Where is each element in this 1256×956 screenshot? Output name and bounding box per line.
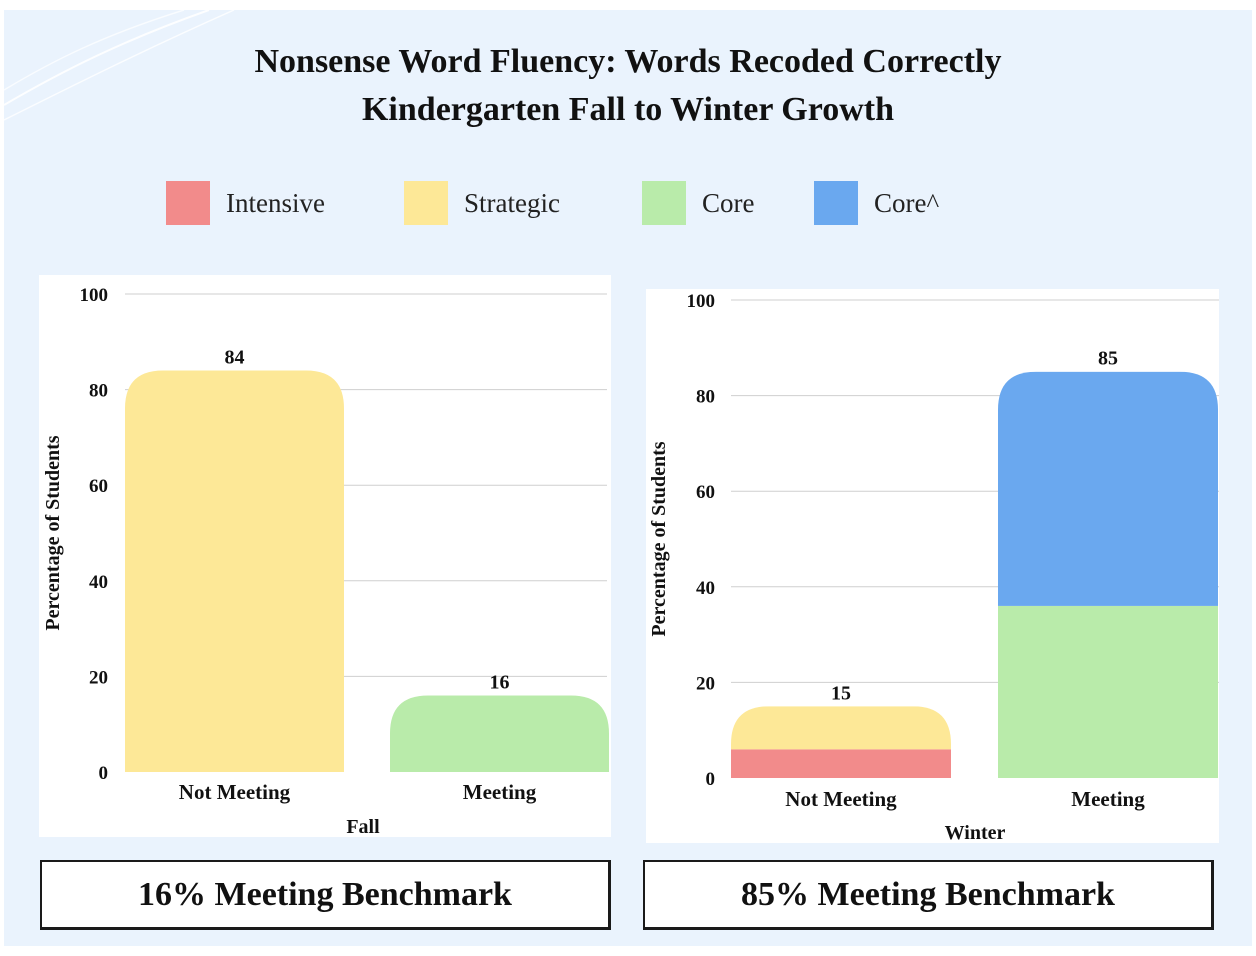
legend-label-strategic: Strategic [464, 187, 560, 218]
winter-y-tick-20: 20 [696, 673, 715, 694]
legend-label-intensive: Intensive [226, 187, 325, 218]
winter-x-axis-title: Winter [945, 822, 1006, 843]
legend-swatch-core-plus [814, 181, 858, 225]
legend-swatch-core [642, 181, 686, 225]
winter-data-label-not-meeting: 15 [831, 682, 851, 704]
winter-y-tick-100: 100 [687, 291, 716, 312]
fall-bar-not-meeting-strategic [125, 370, 344, 772]
chart-title-line1: Nonsense Word Fluency: Words Recoded Cor… [254, 43, 1002, 80]
winter-bar-meeting-core [998, 605, 1218, 778]
winter-data-label-meeting: 85 [1098, 348, 1118, 370]
winter-bar-not-meeting-intensive [731, 749, 951, 778]
winter-y-tick-80: 80 [696, 387, 715, 408]
fall-x-tick-meeting: Meeting [463, 780, 537, 804]
fall-y-tick-40: 40 [89, 572, 108, 593]
infographic-page: Nonsense Word Fluency: Words Recoded Cor… [4, 10, 1252, 946]
legend-item-core-plus: Core^ [814, 181, 939, 225]
winter-bar-meeting [998, 371, 1218, 778]
fall-bar-meeting-core [390, 695, 609, 772]
fall-data-label-not-meeting: 84 [225, 346, 245, 368]
fall-chart-panel: 0 20 40 60 80 100 84 Not Meeting 16 Meeting Fall Pe… [39, 275, 611, 837]
legend-label-core: Core [702, 187, 755, 218]
fall-x-tick-not-meeting: Not Meeting [179, 780, 291, 804]
legend-item-intensive: Intensive [166, 181, 325, 225]
fall-y-axis-title: Percentage of Students [42, 435, 64, 630]
fall-bar-meeting [390, 695, 609, 772]
legend-item-strategic: Strategic [404, 181, 560, 225]
winter-y-tick-60: 60 [696, 482, 715, 503]
chart-title-line2: Kindergarten Fall to Winter Growth [361, 91, 894, 128]
fall-y-tick-60: 60 [89, 476, 108, 497]
winter-y-axis-title: Percentage of Students [648, 441, 670, 636]
decorative-swoosh [4, 10, 235, 121]
legend-item-core: Core [642, 181, 754, 225]
winter-bar-not-meeting-strategic [731, 706, 951, 750]
legend-swatch-intensive [166, 181, 210, 225]
legend-label-core-plus: Core^ [874, 187, 940, 218]
fall-data-label-meeting: 16 [490, 672, 510, 694]
winter-chart: 0 20 40 60 80 100 15 Not Meeting 85 Meeting Winter… [648, 291, 1219, 843]
fall-y-tick-0: 0 [99, 763, 109, 784]
winter-benchmark-text: 85% Meeting Benchmark [741, 875, 1115, 913]
winter-chart-panel: 0 20 40 60 80 100 15 Not Meeting 85 Meeting Winter… [646, 289, 1219, 843]
winter-x-tick-not-meeting: Not Meeting [785, 787, 897, 811]
fall-y-tick-80: 80 [89, 381, 108, 402]
fall-y-tick-20: 20 [89, 667, 108, 688]
winter-x-tick-meeting: Meeting [1071, 787, 1145, 811]
fall-benchmark-text: 16% Meeting Benchmark [138, 875, 512, 913]
fall-x-axis-title: Fall [346, 816, 380, 837]
fall-benchmark-box: 16% Meeting Benchmark [40, 860, 611, 930]
fall-chart: 0 20 40 60 80 100 84 Not Meeting 16 Meeting Fall Pe… [42, 285, 609, 837]
winter-benchmark-box: 85% Meeting Benchmark [643, 860, 1214, 930]
winter-bar-meeting-core [998, 371, 1218, 606]
fall-y-tick-100: 100 [80, 285, 109, 306]
fall-bar-not-meeting [125, 370, 344, 772]
winter-y-tick-0: 0 [706, 769, 716, 790]
winter-bar-not-meeting [731, 706, 951, 778]
legend-swatch-strategic [404, 181, 448, 225]
winter-y-tick-40: 40 [696, 578, 715, 599]
